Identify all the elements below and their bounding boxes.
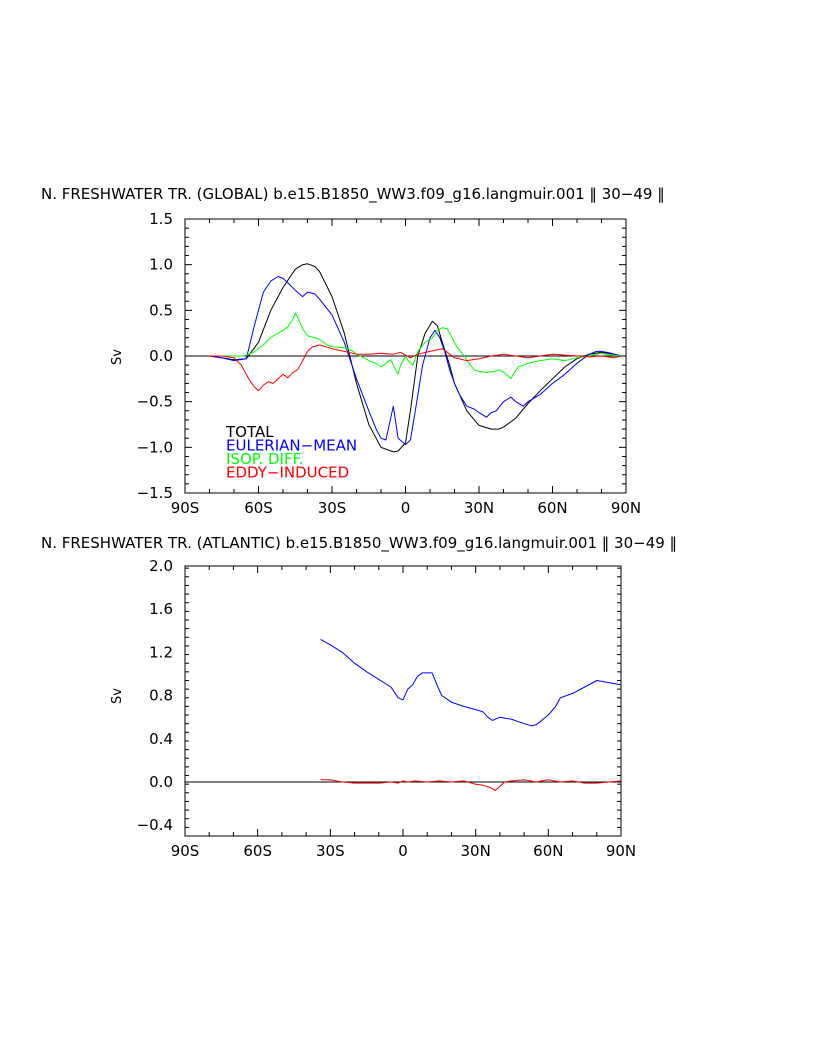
chart-title: N. FRESHWATER TR. (GLOBAL) b.e15.B1850_W… — [41, 185, 665, 204]
y-axis-label: Sv — [110, 688, 125, 704]
x-tick-label: 60S — [243, 842, 272, 860]
x-tick-label: 60N — [537, 499, 567, 517]
series-line-total — [209, 263, 622, 453]
series-line-eulerian-mean — [209, 276, 622, 446]
y-tick-label: 1.6 — [149, 600, 173, 618]
series-line-isop-diff — [209, 312, 622, 380]
y-tick-label: 1.2 — [149, 643, 173, 661]
x-tick-label: 0 — [398, 842, 408, 860]
y-tick-label: −0.4 — [137, 816, 173, 834]
x-tick-label: 90S — [171, 842, 200, 860]
y-tick-label: 0.4 — [149, 730, 173, 748]
x-tick-label: 60S — [244, 499, 273, 517]
y-tick-label: 0.5 — [149, 301, 173, 319]
x-tick-label: 60N — [533, 842, 563, 860]
x-tick-label: 90S — [171, 499, 200, 517]
y-tick-label: 1.5 — [149, 210, 173, 228]
chart-title: N. FRESHWATER TR. (ATLANTIC) b.e15.B1850… — [41, 534, 677, 553]
y-tick-label: 1.0 — [149, 256, 173, 274]
legend-entry: ISOP. DIFF. — [226, 450, 304, 468]
x-tick-label: 30N — [464, 499, 494, 517]
y-tick-label: 0.0 — [149, 347, 173, 365]
legend-entry: EULERIAN−MEAN — [226, 437, 357, 455]
x-tick-label: 30N — [461, 842, 491, 860]
series-line-series — [320, 779, 622, 792]
x-tick-label: 90N — [606, 842, 636, 860]
x-tick-label: 30S — [316, 842, 345, 860]
atlantic-chart-panel: N. FRESHWATER TR. (ATLANTIC) b.e15.B1850… — [41, 534, 677, 860]
y-tick-label: −1.0 — [137, 438, 173, 456]
x-tick-label: 30S — [318, 499, 347, 517]
y-tick-label: −1.5 — [137, 484, 173, 502]
series-line-series — [320, 638, 622, 727]
series-line-eddy-induced — [209, 344, 622, 392]
y-tick-label: 0.0 — [149, 773, 173, 791]
x-tick-label: 90N — [611, 499, 641, 517]
y-tick-label: −0.5 — [137, 393, 173, 411]
y-tick-label: 0.8 — [149, 687, 173, 705]
legend-entry: EDDY−INDUCED — [226, 464, 349, 482]
x-tick-label: 0 — [401, 499, 411, 517]
global-chart-panel: N. FRESHWATER TR. (GLOBAL) b.e15.B1850_W… — [41, 185, 665, 517]
y-tick-label: 2.0 — [149, 557, 173, 575]
y-axis-label: Sv — [110, 349, 125, 365]
legend-entry: TOTAL — [225, 423, 274, 441]
